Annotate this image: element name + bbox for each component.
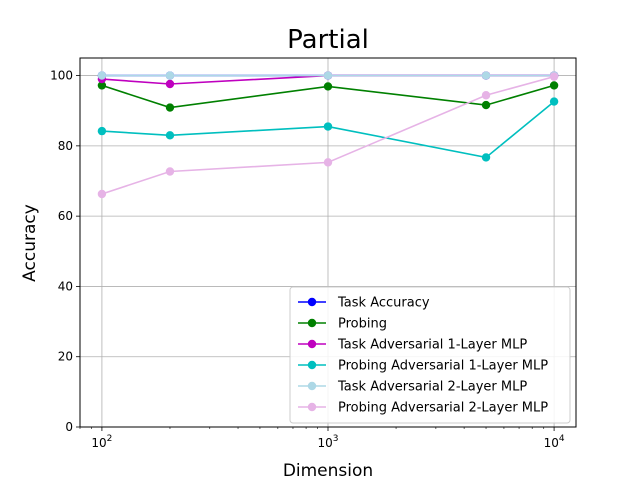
data-point [97,126,107,136]
x-tick-label: 104 [544,434,565,450]
data-point [323,82,333,91]
legend-label: Probing [338,317,387,332]
y-tick-label: 20 [58,350,73,364]
data-point [165,167,175,176]
y-tick-label: 0 [65,420,73,434]
legend-swatch-marker [307,402,317,412]
legend-swatch-marker [307,381,317,391]
x-axis-title: Dimension [283,461,373,480]
data-point [323,158,333,167]
data-point [549,97,559,106]
legend-entry: Probing Adversarial 1-Layer MLP [298,359,548,374]
data-point [97,189,107,199]
data-point [481,153,491,162]
y-tick-label: 80 [58,139,73,153]
series-layer [97,71,559,199]
series-4 [97,97,559,162]
data-point [481,91,491,100]
legend-swatch-marker [307,297,317,307]
legend-swatch-marker [307,360,317,370]
legend-entry: Task Adversarial 2-Layer MLP [298,380,527,395]
data-point [549,81,559,90]
series-2 [97,81,559,112]
legend: Task Accuracy Probing Task Adversarial 1-L… [289,286,571,424]
legend-entry: Probing Adversarial 2-Layer MLP [298,401,548,416]
data-point [323,71,333,80]
data-point [165,71,175,80]
legend-label: Probing Adversarial 1-Layer MLP [338,359,548,374]
chart-title: Partial [287,25,369,55]
data-point [481,100,491,110]
legend-swatch-marker [307,339,317,349]
y-tick-label: 100 [50,69,73,83]
legend-entry: Probing [298,317,387,332]
legend-label: Task Accuracy [337,296,430,311]
series-6 [97,72,559,199]
legend-label: Task Adversarial 1-Layer MLP [337,338,527,353]
y-tick-label: 40 [58,279,73,293]
legend-entry: Task Adversarial 1-Layer MLP [298,338,527,353]
data-point [97,81,107,90]
legend-label: Task Adversarial 2-Layer MLP [337,380,527,395]
data-point [165,79,175,89]
legend-entry: Task Accuracy [298,296,430,311]
tick-marks: 0 20 40 60 80 100 102 103 104 [50,69,565,450]
legend-box [289,286,571,424]
y-tick-label: 60 [58,209,73,223]
legend-label: Probing Adversarial 2-Layer MLP [338,401,548,416]
data-point [165,131,175,140]
data-point [549,72,559,81]
data-point [481,71,491,80]
data-point [165,103,175,112]
legend-swatch-marker [307,318,317,328]
data-point [323,122,333,131]
data-point [97,71,107,80]
x-tick-label: 103 [317,434,338,450]
y-axis-title: Accuracy [20,204,40,282]
x-tick-label: 102 [91,434,112,450]
